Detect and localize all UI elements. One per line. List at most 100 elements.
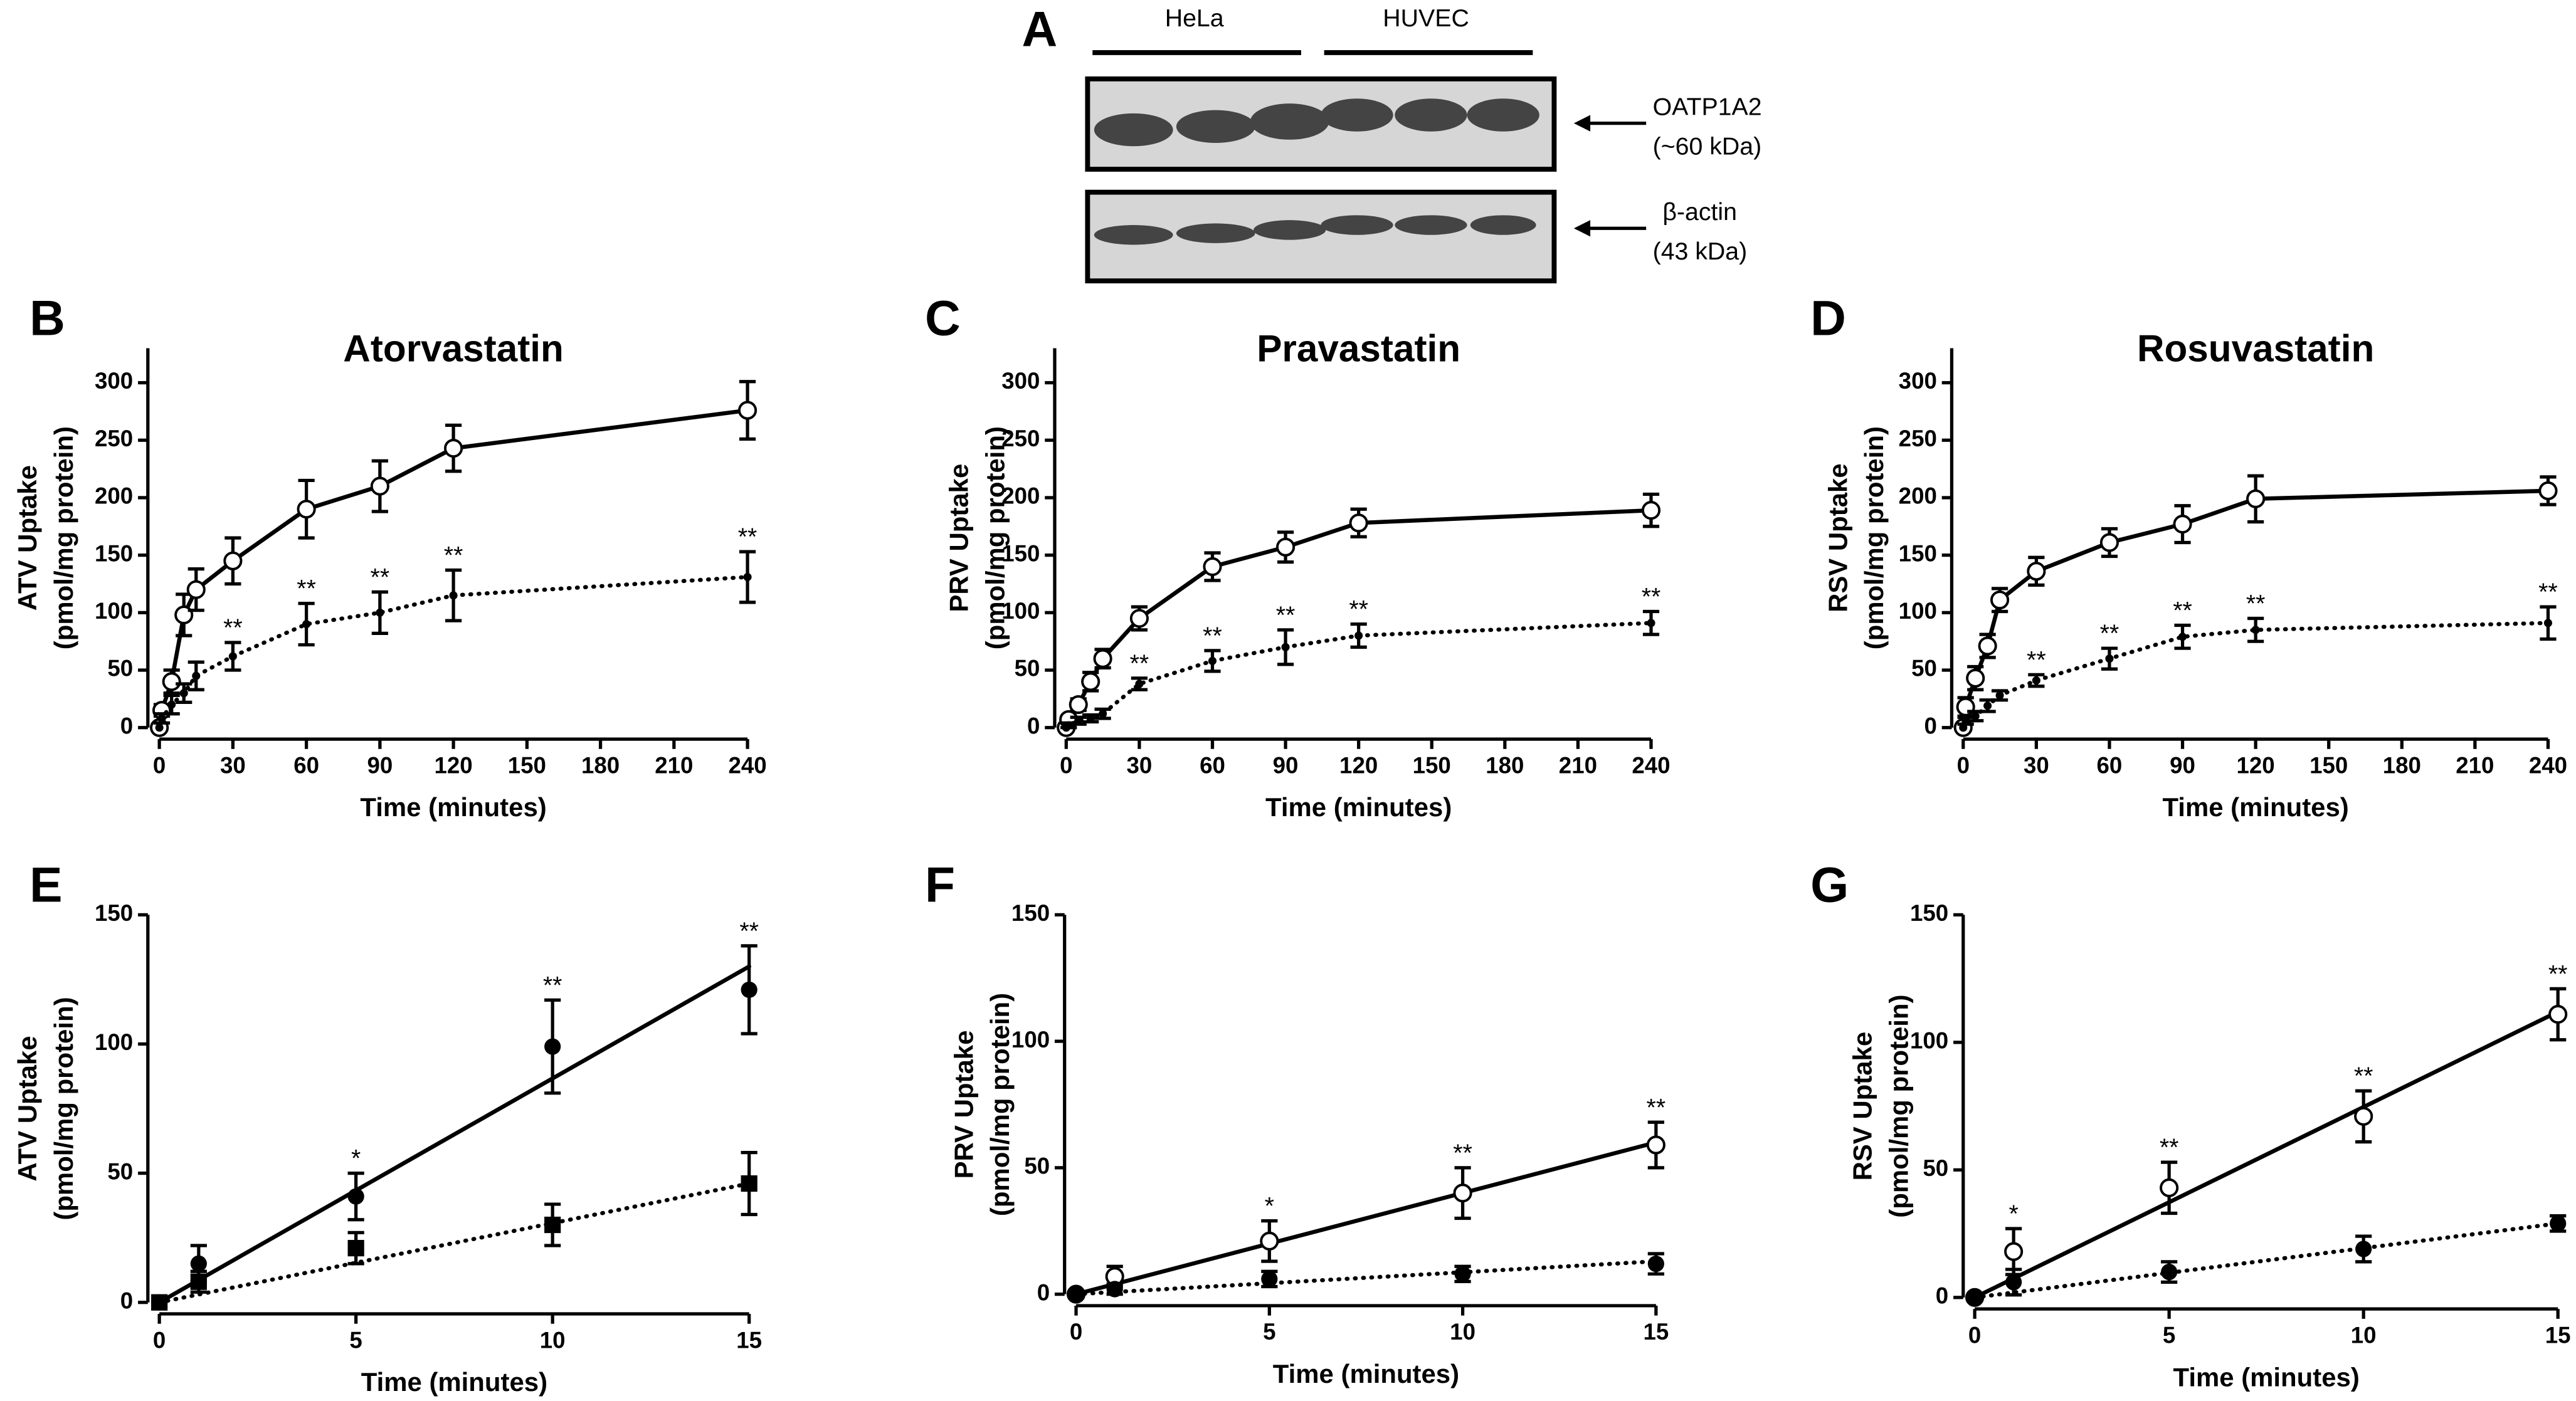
- y-tick-label: 200: [1001, 483, 1040, 509]
- marker: [1086, 714, 1095, 723]
- significance-label: **: [2027, 646, 2046, 674]
- significance-label: **: [1647, 1094, 1666, 1121]
- significance-label: **: [2354, 1063, 2373, 1090]
- marker: [449, 591, 458, 600]
- band: [1094, 225, 1173, 245]
- y-axis-label: PRV Uptake: [944, 464, 974, 612]
- y-axis-label: PRV Uptake: [949, 1031, 979, 1179]
- significance-label: **: [1349, 596, 1368, 623]
- marker: [1203, 557, 1222, 577]
- marker: [162, 672, 181, 691]
- marker: [190, 1273, 207, 1290]
- y-axis-label: (pmol/mg protein): [49, 426, 78, 649]
- x-axis-label: Time (minutes): [2162, 792, 2348, 822]
- x-tick-label: 0: [1957, 752, 1970, 778]
- marker: [1261, 1271, 1278, 1288]
- marker: [1106, 1281, 1123, 1298]
- band: [1176, 110, 1255, 144]
- bands: [1094, 98, 1539, 245]
- marker: [186, 580, 206, 599]
- x-tick-label: 15: [1643, 1319, 1669, 1345]
- marker: [1354, 631, 1363, 640]
- x-axis-label: Time (minutes): [2173, 1362, 2360, 1392]
- x-axis-label: Time (minutes): [360, 792, 546, 822]
- y-tick-label: 0: [1037, 1279, 1050, 1305]
- significance-label: **: [2246, 590, 2266, 617]
- marker: [302, 620, 311, 629]
- series-line: [157, 575, 750, 730]
- marker: [1099, 710, 1107, 718]
- x-tick-label: 0: [1070, 1319, 1082, 1345]
- significance-label: *: [1265, 1192, 1274, 1220]
- marker: [228, 652, 237, 661]
- marker: [2027, 562, 2046, 581]
- y-tick-label: 150: [1001, 540, 1040, 566]
- group-label: HUVEC: [1383, 4, 1469, 32]
- significance-label: **: [371, 564, 390, 591]
- marker: [1067, 1286, 1085, 1303]
- significance-label: **: [1642, 583, 1661, 611]
- x-tick-label: 150: [2309, 752, 2348, 778]
- x-tick-label: 120: [435, 752, 473, 778]
- x-tick-label: 30: [220, 752, 246, 778]
- panel-letter: E: [29, 857, 62, 912]
- x-tick-label: 10: [540, 1327, 566, 1353]
- marker: [376, 608, 384, 617]
- western-blot: A HeLa HUVEC OATP1A2 (~60 kDa) β-actin (…: [1022, 1, 1762, 284]
- y-tick-label: 100: [95, 1029, 133, 1055]
- significance-label: **: [223, 614, 243, 642]
- x-tick-label: 240: [2529, 752, 2567, 778]
- x-tick-label: 120: [2237, 752, 2275, 778]
- y-tick-label: 100: [1910, 1028, 1948, 1054]
- x-axis-label: Time (minutes): [1273, 1359, 1459, 1388]
- x-tick-label: 90: [367, 752, 393, 778]
- marker: [1983, 701, 1992, 710]
- x-tick-label: 15: [2545, 1322, 2571, 1348]
- x-tick-label: 5: [1263, 1319, 1275, 1345]
- significance-label: **: [2538, 579, 2558, 606]
- x-tick-label: 150: [1413, 752, 1451, 778]
- panel-letter: A: [1022, 1, 1058, 56]
- marker: [1646, 1135, 1665, 1155]
- y-axis-label: (pmol/mg protein): [980, 426, 1010, 649]
- panel-letter: D: [1810, 291, 1846, 346]
- marker: [2251, 626, 2260, 634]
- y-tick-label: 150: [95, 540, 133, 566]
- marker: [347, 1240, 364, 1257]
- x-tick-label: 0: [1060, 752, 1072, 778]
- x-tick-label: 30: [2024, 752, 2049, 778]
- x-tick-label: 240: [728, 752, 766, 778]
- marker: [192, 671, 201, 680]
- x-tick-label: 5: [349, 1327, 362, 1353]
- band: [1395, 98, 1467, 132]
- x-tick-label: 90: [1273, 752, 1299, 778]
- marker: [2173, 515, 2192, 534]
- y-tick-label: 100: [1001, 598, 1040, 624]
- significance-label: **: [739, 917, 759, 945]
- x-tick-label: 10: [1450, 1319, 1475, 1345]
- y-axis-label: (pmol/mg protein): [985, 993, 1015, 1216]
- y-axis-label: (pmol/mg protein): [1859, 426, 1889, 649]
- x-tick-label: 15: [736, 1327, 762, 1353]
- chart-title: Rosuvastatin: [2137, 327, 2374, 369]
- x-tick-label: 150: [508, 752, 546, 778]
- x-tick-label: 210: [655, 752, 693, 778]
- marker: [444, 439, 463, 458]
- panel-letter: F: [925, 857, 955, 912]
- band: [1250, 103, 1329, 140]
- y-tick-label: 300: [1899, 368, 1937, 394]
- significance-label: *: [2009, 1200, 2018, 1227]
- y-axis-label: ATV Uptake: [13, 1036, 42, 1181]
- marker: [1990, 590, 2010, 610]
- x-tick-label: 0: [153, 752, 166, 778]
- significance-label: **: [2173, 597, 2192, 624]
- marker: [1453, 1183, 1472, 1203]
- fit-line: [157, 964, 751, 1304]
- fit-line: [1972, 1009, 2560, 1300]
- chart-title: Atorvastatin: [343, 327, 564, 369]
- x-tick-label: 60: [1200, 752, 1225, 778]
- y-axis-label: RSV Uptake: [1823, 463, 1852, 612]
- fit-line: [1972, 1221, 2560, 1300]
- y-tick-label: 0: [1027, 713, 1040, 738]
